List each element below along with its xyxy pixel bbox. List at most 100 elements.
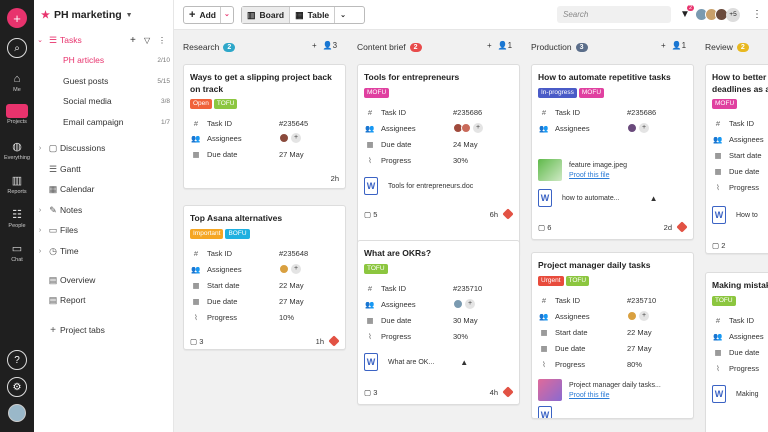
table-icon: ▦ [295,9,304,20]
add-assignee-icon[interactable]: + [473,123,483,133]
add-task-icon[interactable]: + [661,41,666,50]
filter-icon: ▼ [680,9,690,20]
add-task-icon[interactable]: + [487,41,492,50]
attachment[interactable]: W [538,406,562,418]
rail-item-projects[interactable]: Projects [0,104,34,125]
settings-button[interactable]: ⚙ [0,377,34,397]
add-button[interactable]: + Add ⌄ [183,6,234,24]
add-assignee-icon[interactable]: + [291,133,301,143]
sidebar-item-gantt[interactable]: ☰ Gantt [34,161,174,177]
priority-icon [676,221,688,233]
rail-item-people[interactable]: ☷ People [0,208,34,229]
rail-item-reports[interactable]: ▥ Reports [0,174,34,195]
add-assignee-icon[interactable]: + [465,299,475,309]
sidebar-item-report[interactable]: ▤ Report [34,292,174,308]
sidebar-item-email-campaign[interactable]: Email campaign 1/7 [63,117,170,127]
add-task-icon[interactable]: + [312,41,317,50]
more-options-icon[interactable]: ⋮ [752,9,762,20]
rail-item-everything[interactable]: ◍ Everything [0,140,34,161]
calendar-icon: ▦ [192,280,200,290]
more-icon[interactable]: ⋮ [158,35,166,45]
label-tag: MOFU [578,88,605,98]
label-tag: MOFU [364,88,390,98]
task-card[interactable]: What are OKRs? TOFU # Task ID #235710 👥 Ass… [357,240,520,405]
notes-icon: ✎ [49,204,57,215]
priority-icon [328,335,340,347]
sidebar-item-tasks[interactable]: ⌄ ☰ Tasks + ▽ ⋮ [34,32,174,48]
members-avatars[interactable]: +5 [695,8,740,22]
task-id-field: # Task ID #235710 [538,294,656,306]
help-button[interactable]: ? [0,350,34,370]
gantt-icon: ☰ [48,163,58,174]
hash-icon: # [367,283,373,293]
attachment[interactable]: W Tools for entrepreneurs.doc [364,177,473,195]
left-rail: + ⌕ ⌂ Me Projects ◍ Everything ▥ Reports… [0,0,34,432]
hash-icon: # [193,118,199,128]
table-view-button[interactable]: ▦ Table [290,7,336,23]
sidebar-item-notes[interactable]: › ✎ Notes [34,202,174,218]
add-task-list-icon[interactable]: + [130,34,136,46]
board: Research 2 + 👤3 Content brief 2 + 👤1 Pro… [174,31,768,432]
sidebar-item-files[interactable]: › ▭ Files [34,222,174,238]
sidebar-item-time[interactable]: › ◷ Time [34,243,174,259]
board-view-button[interactable]: ▥ Board [242,7,291,23]
task-card[interactable]: Making mistake TOFU #Task ID 👥Assignees … [705,272,768,432]
calendar-icon: ▦ [192,296,200,306]
sidebar-item-social-media[interactable]: Social media 3/8 [63,96,170,106]
sidebar-item-discussions[interactable]: › ▢ Discussions [34,140,174,156]
add-assignee-icon[interactable]: + [291,264,301,274]
plus-icon: + [189,9,196,21]
chevron-right-icon: › [38,144,42,152]
task-card[interactable]: Ways to get a slipping project back on tr… [183,64,346,189]
rail-item-chat[interactable]: ▭ Chat [0,242,34,263]
search-icon: ⌕ [7,38,27,58]
attachment[interactable]: feature image.jpeg Proof this file [538,159,627,181]
task-card[interactable]: Top Asana alternatives Important BOFU # T… [183,205,346,350]
sidebar-item-ph-articles[interactable]: PH articles 2/10 [63,55,170,65]
status-tag: Open [190,99,212,109]
avatar [461,123,471,133]
progress-icon: ⌇ [368,331,372,341]
user-avatar[interactable] [0,404,34,422]
calendar-icon: ▦ [540,327,548,337]
attachment[interactable]: W How to [712,206,758,224]
task-card[interactable]: Tools for entrepreneurs MOFU # Task ID #23… [357,64,520,256]
search-input[interactable]: Search [557,6,671,23]
clock-icon: ◷ [49,245,57,256]
column-actions: + 👤3 [312,41,338,50]
task-card[interactable]: How to better h deadlines as a MOFU # Task… [705,64,768,254]
sidebar-item-overview[interactable]: ▤ Overview [34,272,174,288]
people-icon: 👥 [713,134,723,144]
task-card[interactable]: How to automate repetitive tasks In-prog… [531,64,694,240]
globe-icon: ◍ [12,141,22,153]
sidebar-item-guest-posts[interactable]: Guest posts 5/15 [63,76,170,86]
proof-link[interactable]: Proof this file [569,391,610,399]
task-card[interactable]: Project manager daily tasks Urgent TOFU … [531,252,694,419]
chevron-down-icon[interactable]: ⌄ [340,12,347,19]
add-assignee-icon[interactable]: + [639,311,649,321]
attachment[interactable]: W What are OK... ▲ [364,353,468,371]
sidebar-item-project-tabs[interactable]: + Project tabs [34,322,174,338]
add-assignee-icon[interactable]: + [639,123,649,133]
proof-link[interactable]: Proof this file [569,171,610,179]
attachment[interactable]: Project manager daily tasks... Proof this… [538,379,661,401]
create-button[interactable]: + [0,8,34,28]
label-tag: Important [190,229,224,239]
rail-item-me[interactable]: ⌂ Me [0,72,34,93]
people-icon: 👥 [365,123,375,133]
plus-icon: + [50,324,56,336]
task-id-field: # Task ID [712,117,768,129]
assignees-field: 👥 Assignees + [190,263,301,275]
status-tag: Urgent [538,276,564,286]
filter-button[interactable]: ▼ 2 [680,5,695,20]
project-selector[interactable]: ★ PH marketing ▼ [41,9,133,21]
assignees-field: 👥 Assignees [713,134,764,144]
search-button[interactable]: ⌕ [0,38,34,58]
column-actions: + 👤1 [487,41,513,50]
sidebar-item-calendar[interactable]: ▦ Calendar [34,181,174,197]
task-id-field: # Task ID #235686 [364,106,482,118]
filter-icon[interactable]: ▽ [144,35,151,45]
due-date-field: ▦ Due date 24 May [364,138,477,150]
attachment[interactable]: W Making [712,385,759,403]
